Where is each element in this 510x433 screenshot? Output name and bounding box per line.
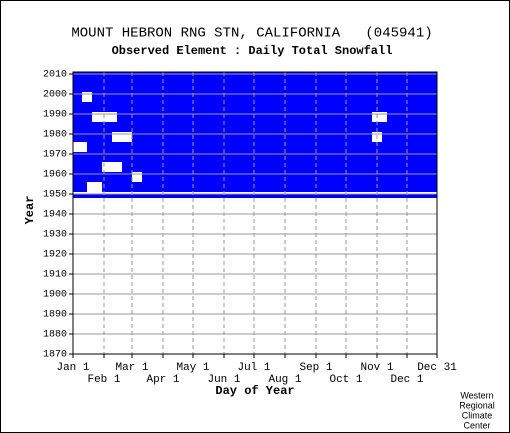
observed-period — [122, 162, 437, 172]
y-tick-label: 1880 — [43, 330, 67, 341]
x-tick-label: Nov 1 — [360, 362, 393, 374]
credit: Center — [463, 420, 490, 430]
y-tick-label: 2000 — [43, 90, 67, 101]
observed-period — [387, 112, 437, 122]
y-tick-label: 1910 — [43, 270, 67, 281]
observed-period — [73, 172, 132, 182]
observed-period — [73, 194, 437, 198]
y-tick-label: 1980 — [43, 130, 67, 141]
observed-period — [73, 152, 437, 162]
y-tick-label: 1960 — [43, 170, 67, 181]
credit: Western — [460, 390, 493, 400]
observed-period — [142, 172, 437, 182]
observed-period — [73, 122, 437, 132]
x-tick-label: Jan 1 — [56, 362, 89, 374]
x-tick-label: Mar 1 — [115, 362, 148, 374]
y-tick-label: 1930 — [43, 230, 67, 241]
chart-subtitle: Observed Element : Daily Total Snowfall — [112, 44, 393, 58]
y-tick-label: 1920 — [43, 250, 67, 261]
x-tick-label: Feb 1 — [87, 374, 120, 386]
observed-period — [92, 92, 437, 102]
observed-period — [73, 72, 437, 92]
x-tick-label: Sep 1 — [299, 362, 332, 374]
credit: Regional — [459, 400, 495, 410]
x-tick-label: Dec 31 — [417, 362, 457, 374]
x-tick-label: Apr 1 — [146, 374, 179, 386]
y-tick-label: 1940 — [43, 210, 67, 221]
plot-border — [72, 71, 438, 355]
y-tick-label: 1950 — [43, 190, 67, 201]
x-tick-label: May 1 — [176, 362, 209, 374]
y-tick-label: 1990 — [43, 110, 67, 121]
observed-period — [87, 142, 437, 152]
chart-title: MOUNT HEBRON RNG STN, CALIFORNIA (045941… — [71, 26, 432, 42]
observed-period — [73, 112, 92, 122]
observed-period — [73, 162, 102, 172]
x-axis-label: Day of Year — [215, 384, 294, 398]
x-tick-label: Oct 1 — [329, 374, 362, 386]
observed-period — [132, 132, 372, 142]
y-tick-label: 1890 — [43, 310, 67, 321]
y-tick-label: 2010 — [43, 70, 67, 81]
observed-period — [117, 112, 372, 122]
observed-period — [73, 102, 437, 112]
observed-period — [73, 132, 112, 142]
y-tick-label: 1870 — [43, 350, 67, 361]
observed-period — [102, 182, 437, 192]
observed-period — [73, 92, 82, 102]
observed-period — [382, 132, 437, 142]
x-tick-label: Aug 1 — [268, 374, 301, 386]
y-tick-label: 1900 — [43, 290, 67, 301]
y-tick-label: 1970 — [43, 150, 67, 161]
x-tick-label: Jun 1 — [207, 374, 240, 386]
credit: Climate — [462, 410, 493, 420]
x-tick-label: Jul 1 — [237, 362, 270, 374]
y-axis-label: Year — [23, 196, 37, 225]
observed-period — [73, 182, 87, 192]
x-tick-label: Dec 1 — [390, 374, 423, 386]
